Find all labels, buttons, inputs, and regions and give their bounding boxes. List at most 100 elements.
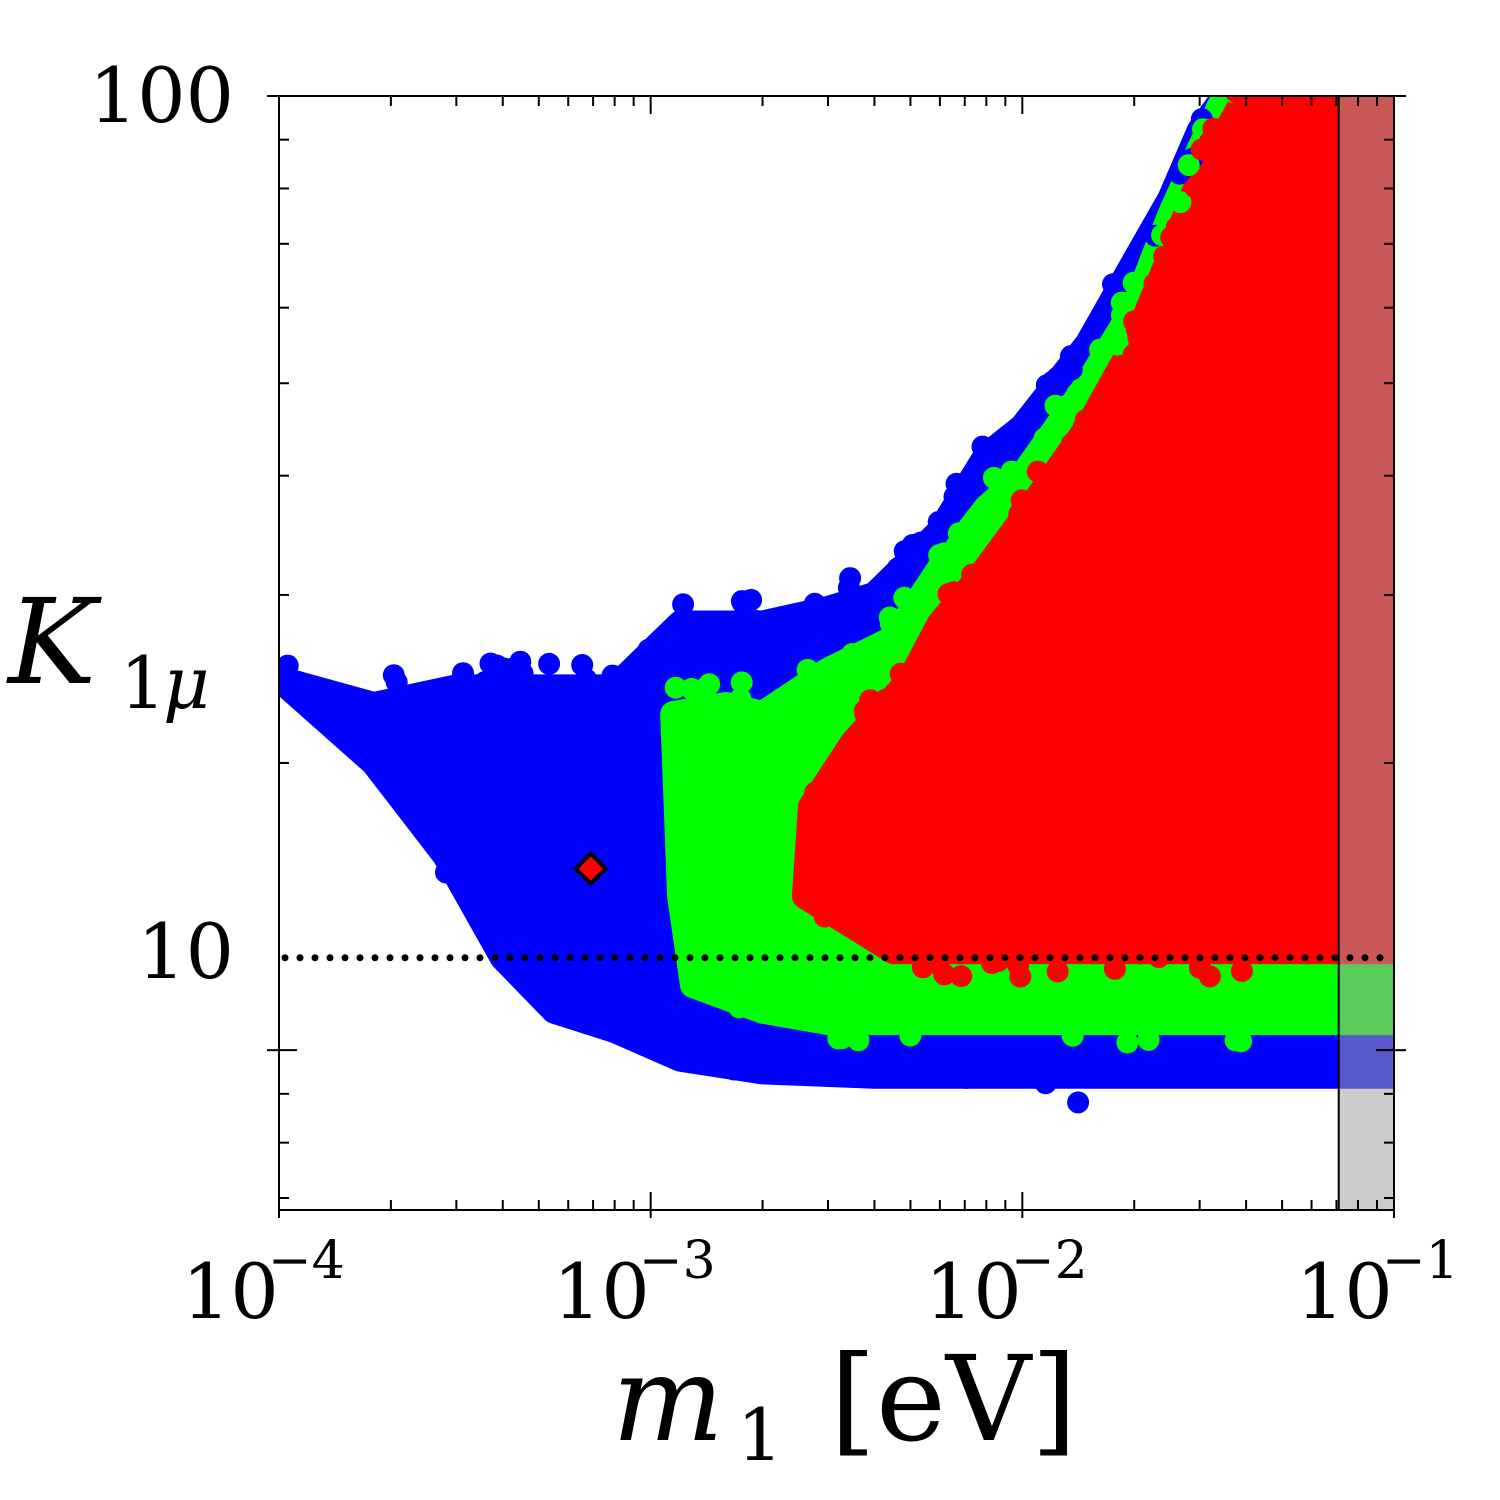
green-point xyxy=(939,1001,962,1024)
red-point xyxy=(951,942,974,965)
x-tick-label: 10 −4 xyxy=(182,1231,345,1336)
green-point xyxy=(813,670,835,693)
green-point xyxy=(1177,154,1200,177)
blue-point xyxy=(1110,1057,1133,1080)
blue-point xyxy=(567,1005,590,1027)
blue-point xyxy=(385,671,408,694)
red-point xyxy=(1075,934,1098,957)
blue-point xyxy=(479,652,502,675)
blue-point xyxy=(351,733,374,756)
red-region xyxy=(791,96,1394,965)
blue-point xyxy=(602,671,625,694)
red-point xyxy=(1129,942,1152,965)
blue-point xyxy=(893,540,916,563)
plot-frame xyxy=(278,95,1395,1211)
svg-text:−2: −2 xyxy=(1011,1231,1088,1291)
blue-point xyxy=(1068,1066,1091,1089)
green-point xyxy=(982,466,1005,489)
blue-point xyxy=(1034,1072,1057,1095)
red-point xyxy=(1147,946,1170,969)
red-point xyxy=(943,581,966,604)
red-point xyxy=(950,965,973,988)
red-point xyxy=(889,662,912,685)
red-point xyxy=(936,608,959,630)
green-point xyxy=(1020,1006,1043,1029)
red-point xyxy=(1107,936,1130,959)
blue-point xyxy=(1231,71,1253,93)
green-point xyxy=(1199,1006,1222,1029)
red-point xyxy=(1198,130,1221,153)
green-point xyxy=(1182,1010,1205,1032)
scatter-points xyxy=(279,71,1257,1114)
green-point xyxy=(827,1027,850,1050)
blue-point xyxy=(672,593,695,616)
green-point xyxy=(1065,383,1088,406)
axis-ticks xyxy=(267,95,1406,1218)
red-point xyxy=(1153,245,1176,268)
green-point xyxy=(906,600,929,623)
red-point xyxy=(980,952,1003,974)
svg-text:10: 10 xyxy=(182,1247,279,1336)
blue-point xyxy=(509,650,532,673)
blue-point xyxy=(645,642,668,665)
green-point xyxy=(847,1029,870,1052)
svg-text:1: 1 xyxy=(120,641,166,725)
blue-point xyxy=(943,485,966,508)
svg-text:−4: −4 xyxy=(268,1231,345,1291)
svg-text:1: 1 xyxy=(737,1393,783,1477)
green-point xyxy=(1033,427,1056,450)
green-point xyxy=(664,676,687,699)
blue-point xyxy=(578,674,601,697)
diamond-marker xyxy=(572,850,609,887)
blue-point xyxy=(612,1019,635,1042)
svg-text:μ: μ xyxy=(163,641,210,725)
green-point xyxy=(1105,326,1128,349)
red-point xyxy=(1046,960,1069,983)
blue-point xyxy=(861,595,884,618)
red-point xyxy=(1009,965,1032,988)
red-point xyxy=(1123,310,1146,333)
blue-point xyxy=(745,610,768,632)
blue-point xyxy=(1218,96,1222,97)
green-point xyxy=(1225,71,1247,93)
svg-text:10: 10 xyxy=(553,1247,650,1336)
green-point xyxy=(834,648,857,671)
red-point xyxy=(1230,959,1253,982)
red-point xyxy=(1122,343,1145,366)
benchmark-diamond-marker xyxy=(572,850,609,887)
red-point xyxy=(1026,460,1049,483)
x-tick-label: 10 −3 xyxy=(553,1231,716,1336)
green-point xyxy=(879,612,902,635)
green-point xyxy=(714,701,737,724)
svg-text:K: K xyxy=(6,573,102,711)
red-point xyxy=(862,922,885,945)
blue-point xyxy=(722,1058,745,1081)
green-point xyxy=(1110,291,1133,314)
red-point xyxy=(1188,956,1211,979)
green-point xyxy=(1211,96,1225,99)
red-point xyxy=(813,905,836,928)
y-tick-label: 100 xyxy=(89,51,234,140)
green-point xyxy=(824,1003,847,1026)
red-point xyxy=(1010,489,1033,512)
red-point xyxy=(1103,957,1126,980)
blue-point xyxy=(279,660,296,683)
blue-point xyxy=(1067,1091,1090,1114)
green-point xyxy=(729,687,752,710)
blue-point xyxy=(955,1066,977,1089)
blue-point xyxy=(839,567,862,590)
data-regions xyxy=(279,96,1394,1089)
x-tick-label: 10 −1 xyxy=(1296,1231,1459,1336)
green-point xyxy=(1044,394,1067,417)
excluded-region xyxy=(1337,96,1394,1210)
green-point xyxy=(1089,338,1112,361)
red-point xyxy=(982,931,1004,954)
blue-point xyxy=(1012,421,1035,444)
blue-point xyxy=(840,1064,863,1087)
red-point xyxy=(1234,940,1257,962)
blue-point xyxy=(452,662,474,685)
x-tick-label: 10 −2 xyxy=(925,1231,1088,1336)
green-point xyxy=(1224,1029,1247,1052)
blue-point xyxy=(571,654,594,676)
